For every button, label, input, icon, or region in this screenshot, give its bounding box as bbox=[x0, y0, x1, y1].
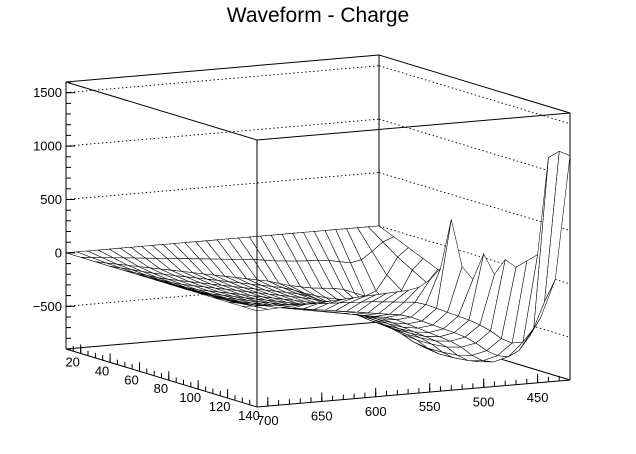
surface-mesh bbox=[65, 150, 571, 363]
grid-line bbox=[378, 118, 571, 178]
y-tick-label: 700 bbox=[257, 413, 279, 428]
y-tick-label: 450 bbox=[527, 390, 549, 405]
y-tick-label: 550 bbox=[419, 399, 441, 414]
box-edge bbox=[256, 112, 571, 141]
x-tick-label: 120 bbox=[209, 399, 231, 414]
grid-line bbox=[65, 65, 380, 94]
box-edge bbox=[65, 81, 258, 141]
y-tick-label: 650 bbox=[311, 408, 333, 423]
surface-cell bbox=[242, 305, 268, 312]
x-tick-label: 80 bbox=[154, 381, 168, 396]
grid-line bbox=[378, 65, 571, 125]
box-edge bbox=[378, 54, 571, 114]
z-tick-label: 0 bbox=[55, 245, 62, 260]
y-tick-label: 500 bbox=[473, 394, 495, 409]
x-tick-label: 40 bbox=[95, 363, 109, 378]
x-tick-label: 140 bbox=[238, 408, 260, 423]
z-tick-label: −500 bbox=[33, 299, 62, 314]
box-front-edges bbox=[65, 81, 571, 407]
box-edge bbox=[256, 379, 571, 408]
x-tick-label: 100 bbox=[179, 390, 201, 405]
chart-title: Waveform - Charge bbox=[226, 4, 410, 27]
x-tick-label: 60 bbox=[124, 372, 138, 387]
y-tick-label: 600 bbox=[365, 404, 387, 419]
box-edge bbox=[65, 321, 380, 350]
z-tick-label: 500 bbox=[40, 192, 62, 207]
box-back-edges bbox=[65, 54, 571, 408]
box-edge bbox=[65, 54, 380, 83]
grid-line bbox=[378, 225, 571, 285]
grid-line bbox=[65, 172, 380, 200]
grid-line bbox=[65, 118, 380, 147]
z-tick-label: 1000 bbox=[33, 139, 62, 154]
z-tick-label: 1500 bbox=[33, 85, 62, 100]
x-tick-label: 20 bbox=[65, 354, 79, 369]
grid-line bbox=[378, 172, 571, 231]
